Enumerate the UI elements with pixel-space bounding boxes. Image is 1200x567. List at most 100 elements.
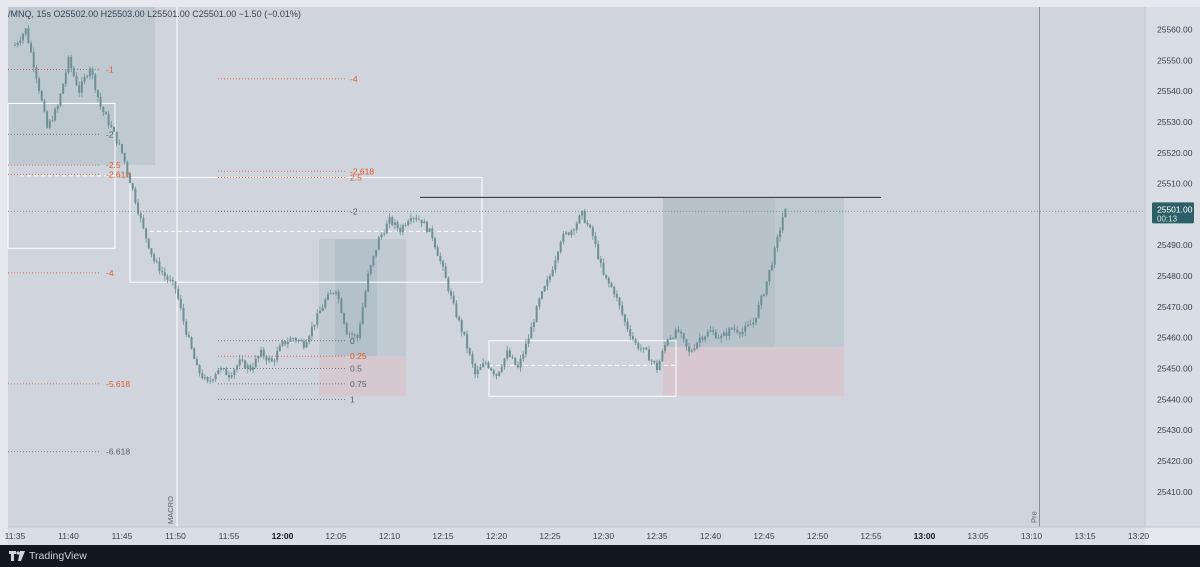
candle-body [91, 68, 94, 75]
candle-body [433, 237, 436, 248]
fib-label-right-4: 0 [350, 336, 355, 346]
outline-box-right [488, 340, 677, 397]
candlestick-chart[interactable]: -1-2-2.5-2.618-4-5.618-6.618-4-2.6182.5-… [0, 0, 1200, 545]
candle-87 [246, 362, 249, 374]
candle-156 [431, 225, 434, 242]
candle-114 [318, 306, 321, 314]
candle-body [583, 210, 586, 223]
candle-body [452, 295, 455, 304]
symbol-name[interactable]: /MNQ [8, 9, 32, 19]
candle-body [746, 324, 749, 326]
candle-115 [321, 304, 324, 312]
candle-276 [752, 317, 755, 328]
candle-body [313, 324, 316, 327]
candle-body [225, 368, 228, 376]
candle-126 [351, 331, 354, 340]
candle-body [645, 347, 648, 350]
candle-body [605, 274, 608, 279]
candle-body [551, 269, 554, 277]
candle-body [417, 219, 420, 221]
candle-99 [278, 343, 281, 352]
candle-body [744, 325, 747, 332]
interval-label[interactable]: 15s [36, 9, 52, 19]
candle-208 [570, 229, 573, 238]
candle-267 [728, 326, 731, 340]
candle-180 [495, 373, 498, 380]
candle-119 [332, 292, 335, 295]
candle-body [51, 120, 54, 122]
candle-256 [698, 333, 701, 348]
candle-body [233, 369, 236, 376]
candle-89 [252, 362, 255, 374]
candle-13 [48, 118, 51, 130]
candle-14 [51, 115, 54, 122]
fib-label-left-5: -5.618 [106, 379, 130, 389]
candle-44 [131, 182, 134, 191]
candle-242 [661, 348, 664, 363]
candle-body [337, 291, 340, 299]
candle-78 [222, 367, 225, 371]
candle-body [535, 306, 538, 323]
candle-body [265, 356, 268, 361]
candle-body [516, 364, 519, 368]
candle-body [728, 328, 731, 336]
candle-123 [343, 312, 346, 325]
price-tick-12: 25530.00 [1157, 117, 1193, 127]
candle-body [257, 356, 260, 359]
candle-body [145, 228, 148, 239]
candle-42 [126, 160, 129, 178]
candle-body [768, 269, 771, 282]
candle-141 [391, 215, 394, 227]
candle-body [118, 143, 121, 145]
candle-175 [482, 358, 485, 368]
candle-body [262, 349, 265, 357]
candle-257 [701, 335, 704, 343]
candle-body [519, 358, 522, 368]
candle-263 [717, 334, 720, 339]
candle-106 [297, 339, 300, 344]
candle-body [86, 76, 89, 77]
candle-body [492, 370, 495, 375]
candle-body [503, 358, 506, 367]
candle-186 [511, 354, 514, 359]
candle-43 [129, 172, 132, 184]
candle-102 [286, 337, 289, 349]
candle-body [364, 291, 367, 308]
candle-54 [158, 257, 161, 275]
candle-41 [123, 152, 126, 164]
candle-body [540, 291, 543, 299]
candle-body [252, 367, 255, 371]
candle-288 [784, 208, 787, 218]
candle-body [554, 260, 557, 270]
candle-193 [530, 322, 533, 339]
candle-body [179, 298, 182, 309]
candle-224 [613, 285, 616, 298]
candle-body [193, 348, 196, 360]
candle-body [270, 358, 273, 362]
candle-90 [254, 355, 257, 369]
candle-217 [594, 231, 597, 248]
candle-body [634, 339, 637, 343]
fib-label-right-6: 0.5 [350, 364, 362, 374]
candle-body [56, 105, 59, 110]
candle-body [409, 218, 412, 222]
candle-body [629, 329, 632, 337]
candle-202 [554, 256, 557, 274]
candle-body [599, 258, 602, 263]
candle-97 [273, 358, 276, 367]
time-tick-20: 13:15 [1074, 531, 1096, 541]
candle-112 [313, 324, 316, 331]
pink-zone-1240 [663, 346, 844, 397]
candle-body [276, 351, 279, 361]
candle-body [83, 76, 86, 82]
candle-104 [292, 337, 295, 341]
candle-body [714, 332, 717, 339]
candle-30 [94, 72, 97, 94]
candle-body [27, 28, 30, 43]
candle-body [749, 324, 752, 326]
change-value: −1.50 (−0.01%) [238, 9, 301, 19]
candle-body [631, 336, 634, 340]
candle-body [166, 276, 169, 280]
tradingview-logo[interactable]: TradingView [9, 550, 87, 562]
time-tick-16: 12:55 [860, 531, 882, 541]
